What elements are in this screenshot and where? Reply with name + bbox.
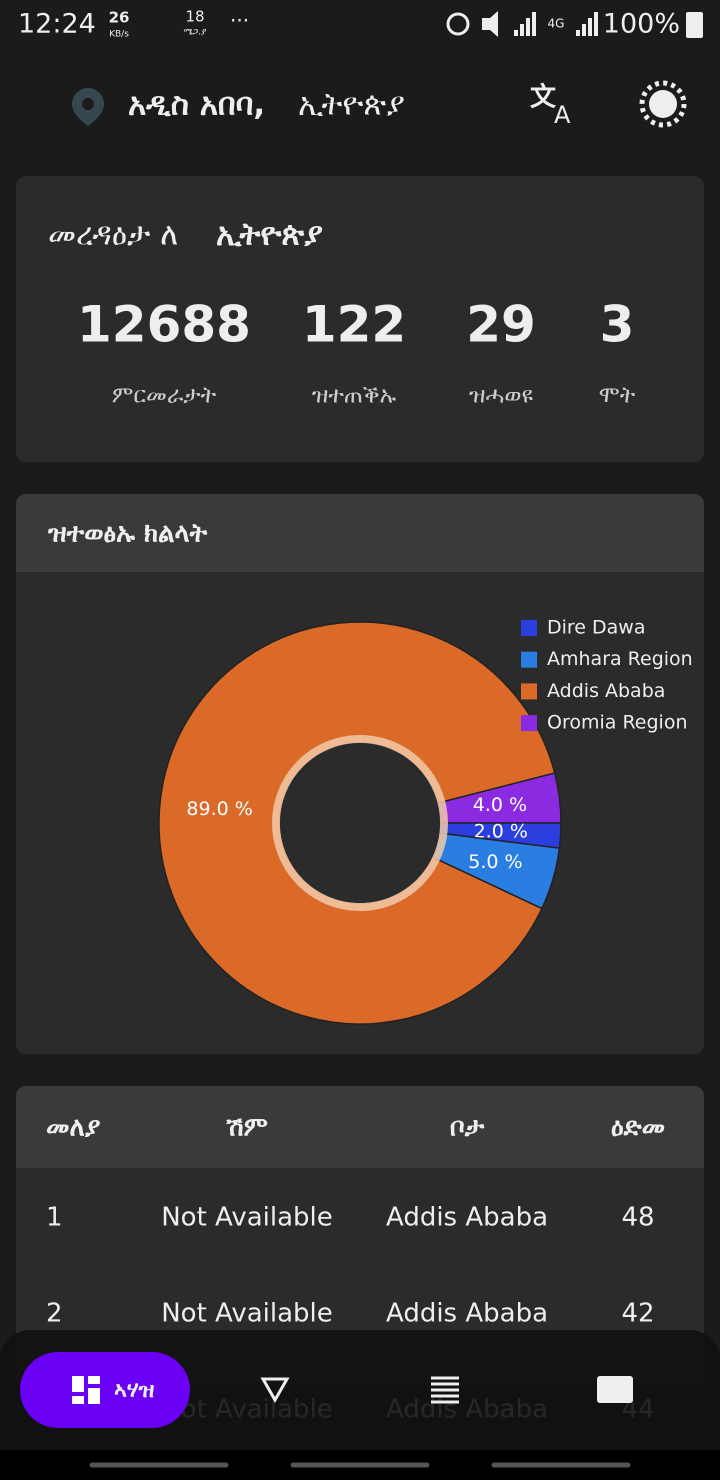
stat-value: 122 (302, 296, 406, 354)
summary-country: ኢትዮጵያ (216, 217, 323, 253)
chart-card-header (16, 494, 704, 572)
donut-hole (280, 743, 440, 903)
status-battery: 100% (603, 9, 680, 40)
nav-filter[interactable] (260, 1377, 290, 1404)
slice-label: 5.0 % (468, 851, 522, 873)
stat-label: ዝሓወዩ (469, 383, 533, 409)
stat-value: 29 (466, 296, 536, 354)
stat-label: ምርመራታት (112, 383, 217, 409)
stats: 12688 ምርመራታት 122 ዝተጠቕኡ 29 ዝሓወዩ 3 ሞት (77, 296, 636, 409)
pie-chart: 4.0 % 2.0 % 5.0 % 89.0 % Dire Dawa Amhara Reg… (158, 617, 693, 1025)
translate-button[interactable]: 文 A (530, 82, 571, 130)
nav-list[interactable] (431, 1376, 459, 1404)
table-header-cell: መለያ (46, 1113, 101, 1143)
legend-swatch (521, 683, 537, 700)
table-cell: Addis Ababa (386, 1203, 548, 1233)
slice-label: 89.0 % (186, 798, 252, 820)
table-cell: Not Available (161, 1203, 333, 1233)
header-country: ኢትዮጵያ (298, 87, 405, 123)
legend-swatch (521, 651, 537, 668)
table-header (16, 1086, 704, 1168)
nav-active-label[interactable]: ኣሃዝ (114, 1378, 155, 1403)
table-cell: 48 (621, 1203, 654, 1233)
summary-title: መረዳዕታ ለ (48, 217, 178, 253)
battery-icon (686, 12, 703, 38)
status-network: 4G (548, 17, 565, 31)
signal-icon (576, 12, 598, 36)
alarm-icon (446, 12, 470, 36)
stat-label: ሞት (599, 383, 636, 409)
mute-icon (482, 11, 498, 37)
stat-label: ዝተጠቕኡ (312, 383, 397, 409)
dashboard-icon[interactable] (72, 1376, 100, 1404)
stat-value: 3 (600, 296, 635, 354)
stat-value: 12688 (77, 296, 251, 354)
nav-active-pill[interactable] (20, 1352, 190, 1428)
header-city: አዲስ አበባ, (128, 87, 265, 123)
chart-card-title: ዝተወፅኡ ክልላት (47, 519, 208, 549)
status-data-unit: ሜጋ.ያ (184, 28, 208, 38)
table-header-cell: ሽም (225, 1113, 268, 1143)
legend-label: Amhara Region (547, 648, 693, 670)
slice-label: 4.0 % (473, 794, 527, 816)
translate-icon[interactable]: A (554, 101, 571, 129)
table-header-cell: ዕድመ (611, 1113, 665, 1143)
table-header-cell: ቦታ (450, 1113, 485, 1143)
legend-swatch (521, 620, 537, 636)
legend-label: Dire Dawa (547, 617, 646, 639)
translate-icon[interactable]: 文 (530, 82, 557, 113)
sun-icon[interactable] (649, 90, 677, 118)
summary-card (16, 176, 704, 462)
slice-label: 2.0 % (474, 820, 528, 842)
status-dots: ··· (230, 9, 249, 33)
status-speed-unit: KB/s (109, 30, 129, 40)
signal-icon (514, 12, 536, 36)
table-cell: Addis Ababa (386, 1299, 548, 1329)
legend-label: Oromia Region (547, 712, 688, 734)
theme-button[interactable] (639, 80, 687, 128)
location-icon-dot (82, 98, 94, 110)
status-speed: 26 (109, 9, 130, 27)
status-data: 18 (185, 8, 204, 26)
status-time: 12:24 (18, 9, 96, 40)
bottom-nav (0, 1330, 720, 1450)
donut-ring (272, 735, 448, 911)
table-cell: Not Available (161, 1299, 333, 1329)
table-cell: 2 (46, 1299, 63, 1329)
legend-label: Addis Ababa (547, 680, 665, 702)
sun-rays[interactable] (639, 80, 687, 128)
table-cell: 42 (621, 1299, 654, 1329)
nav-stats[interactable]: ኣሃዝ (20, 1352, 190, 1428)
table-cell: 1 (46, 1203, 63, 1233)
nav-contacts[interactable] (597, 1376, 633, 1403)
legend-swatch (521, 715, 537, 732)
